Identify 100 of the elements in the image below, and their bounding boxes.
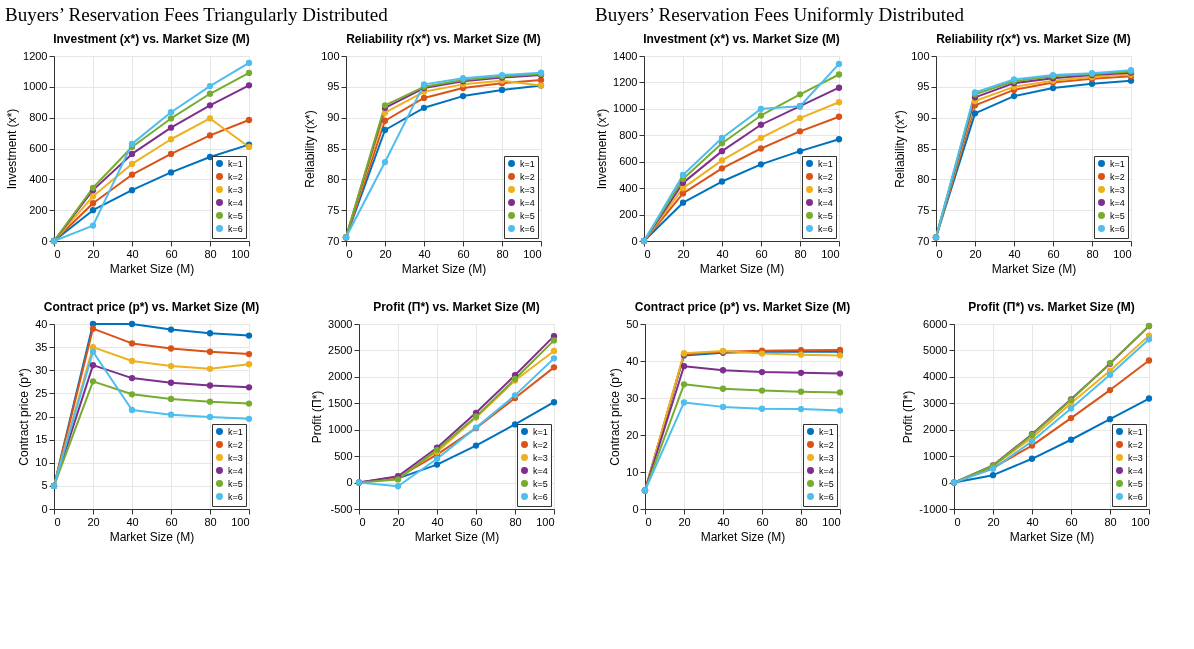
legend-label: k=4 [818,197,833,208]
y-axis-title: Contract price (p*) [17,368,32,466]
y-tick-label: 0 [41,234,48,247]
x-tick-label: 80 [1104,515,1117,528]
y-tick-label: 75 [327,203,340,216]
x-axis-title: Market Size (M) [699,261,785,276]
x-tick-label: 0 [54,515,61,528]
y-tick-label: 2000 [923,423,948,436]
y-tick-label: 90 [917,111,930,124]
legend-label: k=1 [1128,426,1143,437]
legend-label: k=3 [819,452,834,463]
chart-title: Profit (Π*) vs. Market Size (M) [373,300,540,314]
y-tick-label: 95 [917,80,930,93]
y-tick-label: 3000 [923,396,948,409]
y-tick-label: 4000 [923,370,948,383]
chart-title: Contract price (p*) vs. Market Size (M) [43,300,260,314]
x-tick-label: 80 [509,515,522,528]
x-tick-label: 60 [756,515,769,528]
x-tick-label: 80 [204,515,217,528]
legend-label: k=4 [1128,465,1143,476]
legend-label: k=6 [228,223,243,234]
x-tick-label: 20 [87,515,100,528]
legend-label: k=6 [520,223,535,234]
y-tick-label: 40 [626,354,639,367]
y-tick-label: 0 [941,476,948,489]
y-axis-title: Profit (Π*) [310,390,325,444]
y-tick-label: 85 [327,142,340,154]
y-tick-label: 1000 [23,80,48,93]
x-tick-label: 40 [1026,515,1039,528]
chart-title: Investment (x*) vs. Market Size (M) [53,32,250,46]
x-tick-label: 40 [418,247,431,260]
x-axis-title: Market Size (M) [700,529,786,544]
y-tick-label: 500 [334,449,353,462]
x-tick-label: 40 [126,247,139,260]
y-tick-label: 35 [35,340,48,353]
y-tick-label: 2000 [328,370,353,383]
legend-label: k=3 [533,452,548,463]
x-tick-label: 80 [204,247,217,260]
x-tick-label: 60 [165,515,178,528]
text: Buyers’ Reservation Fees Uniformly Distributed [595,3,965,25]
y-tick-label: 800 [619,128,638,141]
y-tick-label: 100 [321,49,340,62]
y-tick-label: 400 [29,172,48,185]
x-tick-label: 0 [359,515,366,528]
x-axis-title: Market Size (M) [1009,529,1095,544]
x-axis-title: Market Size (M) [401,261,487,276]
legend-label: k=2 [818,171,833,182]
y-tick-label: 15 [35,433,48,446]
x-tick-label: 20 [987,515,1000,528]
legend-label: k=4 [1110,197,1125,208]
x-tick-label: 20 [392,515,405,528]
y-tick-label: -1000 [919,502,948,515]
legend-label: k=2 [819,439,834,450]
chart-title: Reliability r(x*) vs. Market Size (M) [346,32,541,46]
x-tick-label: 0 [645,515,652,528]
y-tick-label: 5 [41,479,48,492]
legend-label: k=6 [818,223,833,234]
x-tick-label: 40 [431,515,444,528]
y-axis-title: Reliability r(x*) [893,110,908,188]
y-tick-label: 30 [35,363,48,376]
legend-label: k=1 [1110,158,1125,169]
legend-label: k=1 [533,426,548,437]
x-tick-label: 60 [165,247,178,260]
legend-label: k=2 [228,171,243,182]
text: Buyers’ Reservation Fees Triangularly Distributed [5,3,389,25]
y-tick-label: 20 [626,428,639,441]
x-axis-title: Market Size (M) [109,261,195,276]
y-tick-label: 0 [631,234,638,247]
y-tick-label: 400 [619,181,638,194]
x-tick-label: 100 [1113,247,1132,260]
legend-label: k=2 [1128,439,1143,450]
legend-label: k=5 [819,478,834,489]
y-tick-label: 5000 [923,343,948,356]
legend-label: k=6 [819,491,834,502]
x-tick-label: 40 [717,515,730,528]
y-tick-label: 0 [41,502,48,515]
x-tick-label: 40 [716,247,729,260]
legend-label: k=5 [818,210,833,221]
x-tick-label: 100 [536,515,555,528]
legend-label: k=4 [228,465,243,476]
y-tick-label: 1200 [23,49,48,62]
legend-label: k=4 [819,465,834,476]
x-axis-title: Market Size (M) [109,529,195,544]
x-tick-label: 20 [677,247,690,260]
legend-label: k=1 [819,426,834,437]
y-tick-label: 70 [327,234,340,247]
legend-label: k=6 [228,491,243,502]
y-axis-title: Investment (x*) [5,108,20,190]
x-tick-label: 100 [1131,515,1150,528]
x-tick-label: 100 [523,247,542,260]
legend-label: k=2 [228,439,243,450]
legend-label: k=3 [818,184,833,195]
y-tick-label: 600 [619,155,638,168]
legend-label: k=1 [228,426,243,437]
y-tick-label: 85 [917,142,930,154]
legend-label: k=5 [228,478,243,489]
x-tick-label: 100 [821,247,840,260]
y-tick-label: 2500 [328,343,353,356]
legend-label: k=3 [228,184,243,195]
chart-title: Contract price (p*) vs. Market Size (M) [634,300,851,314]
